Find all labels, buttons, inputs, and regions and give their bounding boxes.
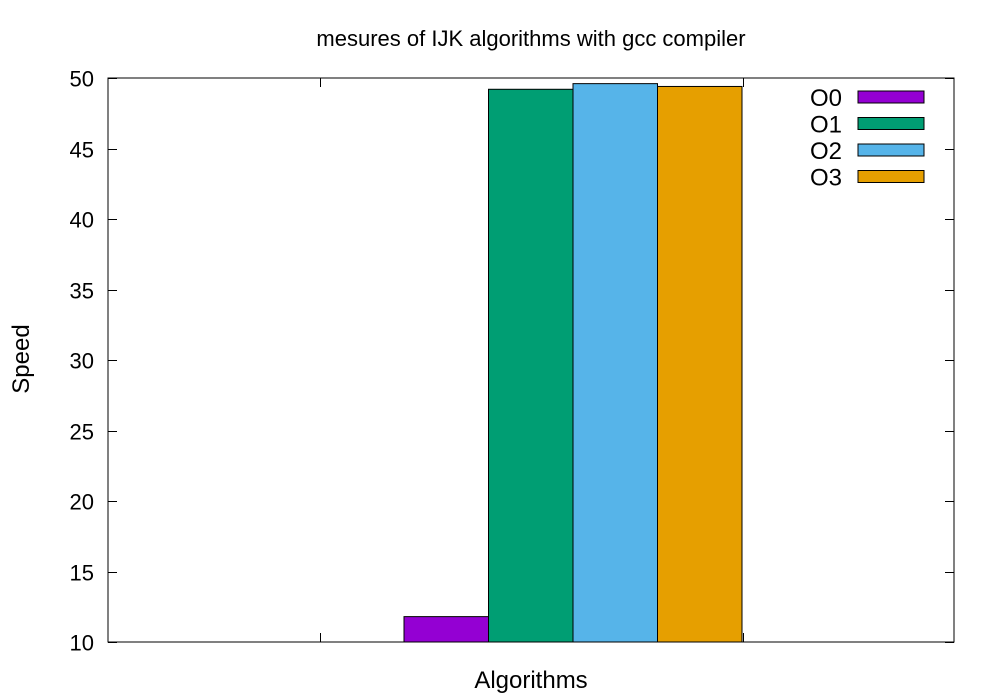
chart-title: mesures of IJK algorithms with gcc compi… (316, 26, 745, 51)
legend-swatch-o2 (857, 143, 925, 157)
y-tick-label: 15 (70, 561, 94, 586)
y-tick-label: 30 (70, 349, 94, 374)
bar-o2 (572, 83, 658, 643)
y-tick-label: 50 (70, 67, 94, 92)
y-axis-label: Speed (8, 324, 35, 393)
legend-swatch-o3 (857, 170, 925, 183)
y-tick-label: 40 (70, 208, 94, 233)
legend-label-o0: O0 (810, 85, 842, 112)
y-tick-label: 20 (70, 490, 94, 515)
legend-swatch-o0 (857, 90, 925, 104)
legend-label-o1: O1 (810, 112, 842, 139)
plot-area: 10 15 20 25 30 35 40 45 50 (70, 67, 955, 656)
legend-label-o2: O2 (810, 138, 842, 165)
legend-label-o3: O3 (810, 165, 842, 192)
bar-o1 (488, 88, 574, 643)
bar-o3 (657, 85, 743, 643)
bar-o0 (403, 616, 489, 643)
y-tick-label: 35 (70, 279, 94, 304)
y-tick-label: 45 (70, 138, 94, 163)
y-tick-label: 25 (70, 420, 94, 445)
y-tick-label: 10 (70, 631, 94, 656)
legend-swatch-o1 (857, 117, 925, 130)
x-axis-label: Algorithms (474, 667, 587, 694)
